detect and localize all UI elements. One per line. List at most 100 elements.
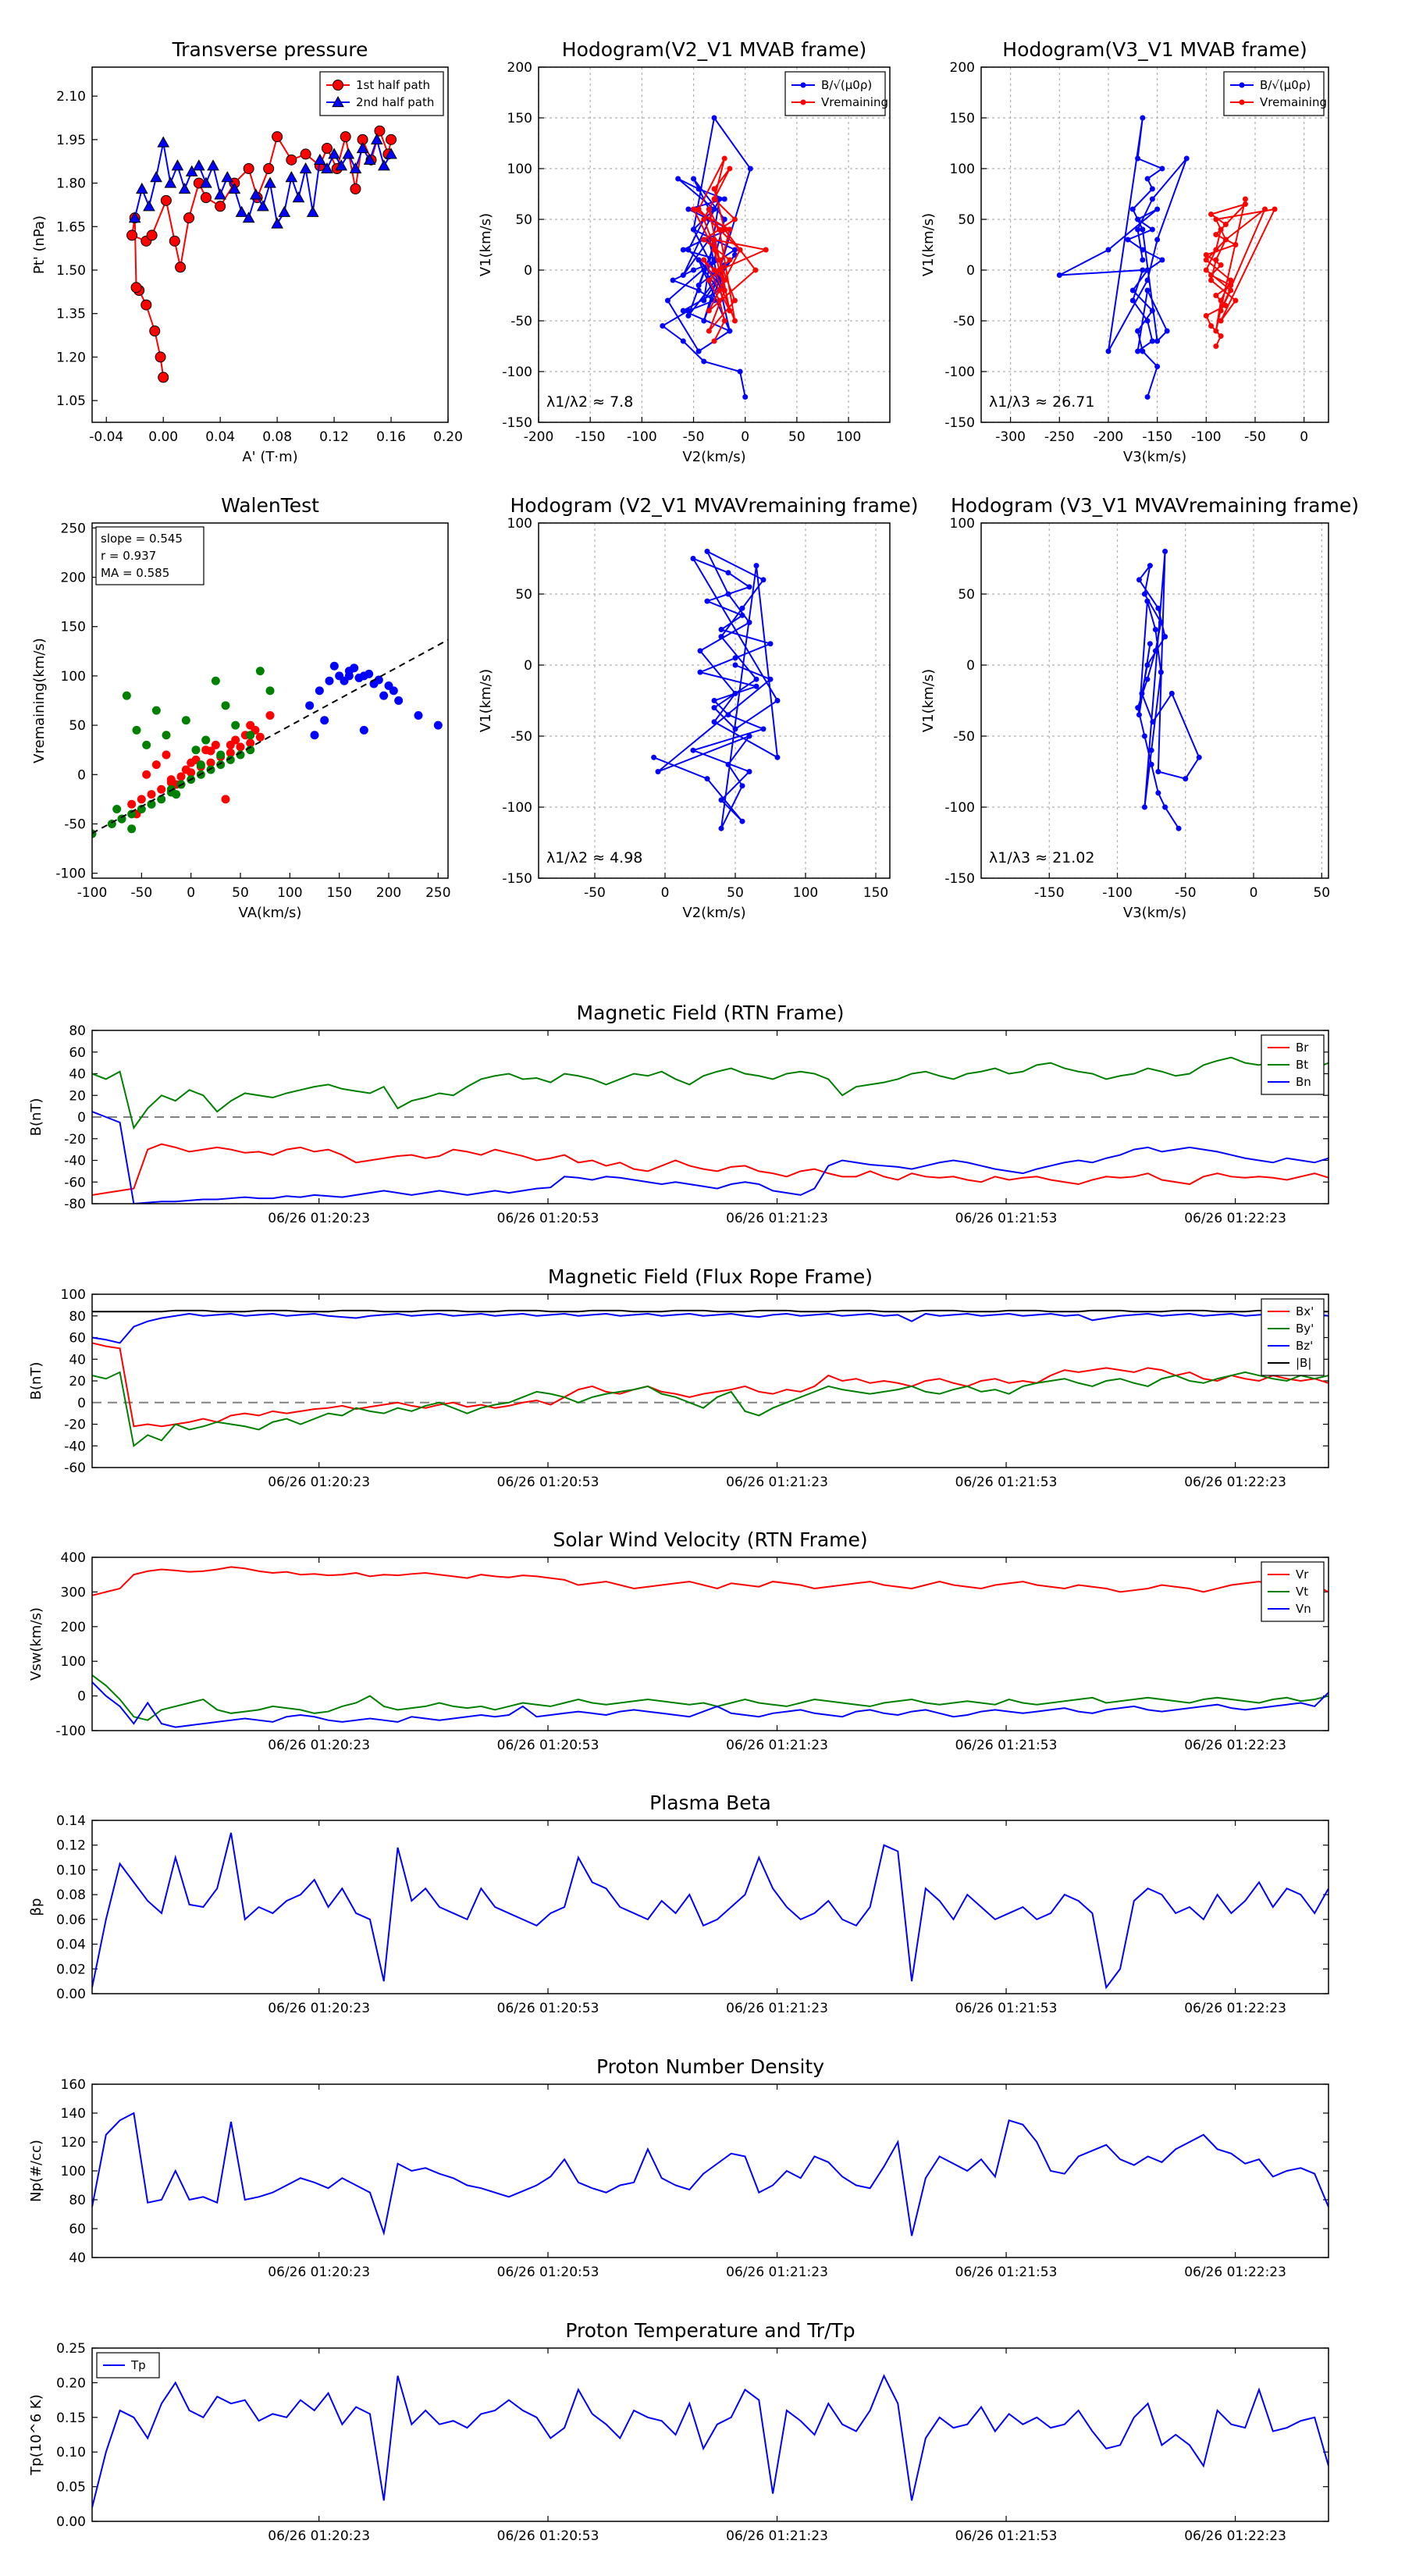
mag_fr-legend-box bbox=[1261, 1298, 1325, 1376]
h3-point bbox=[760, 726, 767, 732]
h4-point bbox=[1158, 619, 1164, 625]
mag_rtn-ylabel: B(nT) bbox=[28, 1098, 44, 1137]
h1-legend-box bbox=[784, 71, 886, 116]
mag_fr-legend: Bx' By' Bz' |B| bbox=[1261, 1298, 1325, 1376]
tp-legend-marker bbox=[333, 80, 343, 91]
walen-point bbox=[394, 696, 404, 705]
beta-frame bbox=[91, 1820, 1329, 1994]
h2-point bbox=[1228, 287, 1234, 294]
h4-point bbox=[1162, 548, 1168, 554]
h2-point bbox=[1208, 212, 1215, 217]
h4-point bbox=[1136, 712, 1142, 718]
vel-series-Vt bbox=[92, 1674, 1329, 1721]
h2-point bbox=[1154, 338, 1161, 344]
h2-xtick-label: 0 bbox=[1300, 429, 1308, 445]
h3-point bbox=[697, 669, 703, 675]
h3-point bbox=[732, 726, 738, 732]
mag_fr-ytick-label: -40 bbox=[64, 1439, 86, 1454]
h1-point bbox=[685, 247, 692, 253]
tp-point bbox=[155, 351, 166, 363]
h3-point bbox=[704, 776, 710, 782]
h4-point bbox=[1155, 605, 1161, 611]
h1-xtick-label: 50 bbox=[788, 429, 806, 445]
h2-point bbox=[1159, 165, 1165, 172]
h3-xlabel: V2(km/s) bbox=[682, 905, 745, 921]
vel-chart: -100 0 100 200 300 400 06/26 01:20:23 06/26 01:… bbox=[28, 1528, 1329, 1753]
walen-point bbox=[246, 738, 255, 748]
h2-point bbox=[1164, 328, 1170, 334]
h2-xtick-label: -50 bbox=[1244, 429, 1266, 445]
h4-point bbox=[1141, 591, 1147, 597]
h3-point bbox=[732, 690, 738, 696]
tp-ylabel: Pt' (nPa) bbox=[31, 215, 48, 274]
h3-xtick-label: 150 bbox=[863, 885, 888, 901]
h3-ytick-label: -100 bbox=[502, 800, 532, 816]
mag_fr-ylabel: B(nT) bbox=[28, 1362, 44, 1400]
np-xtick-label: 06/26 01:20:23 bbox=[268, 2265, 370, 2280]
walen-ytick-label: 100 bbox=[61, 669, 86, 685]
h4-point bbox=[1183, 776, 1189, 782]
walen-point bbox=[127, 824, 137, 834]
h1-point bbox=[680, 338, 686, 344]
tp-point bbox=[175, 262, 187, 273]
tp-point bbox=[356, 141, 369, 154]
h1-frame bbox=[538, 66, 891, 423]
h2-point bbox=[1144, 176, 1151, 182]
h3-xtick-label: 100 bbox=[793, 885, 818, 901]
h1-point bbox=[717, 287, 723, 294]
h3-xtick-label: -50 bbox=[584, 885, 606, 901]
mag_rtn-legend-label: Br bbox=[1296, 1041, 1309, 1055]
vel-xtick-label: 06/26 01:21:23 bbox=[726, 1738, 828, 1753]
walen-point bbox=[310, 731, 319, 740]
walen-point bbox=[325, 676, 334, 685]
h2-point bbox=[1129, 206, 1136, 212]
walen-frame bbox=[91, 522, 449, 879]
h1-xtick-label: -150 bbox=[575, 429, 606, 445]
h4-ylabel: V1(km/s) bbox=[920, 669, 937, 732]
walen-point bbox=[137, 795, 146, 804]
h4-xtick-label: 50 bbox=[1313, 885, 1330, 901]
h4-point bbox=[1152, 648, 1158, 654]
tp-point bbox=[215, 201, 226, 212]
h1-point bbox=[670, 277, 676, 283]
np-ytick-label: 160 bbox=[61, 2077, 86, 2093]
h1-point bbox=[706, 328, 712, 334]
walen-point bbox=[127, 799, 137, 809]
tp-point bbox=[200, 176, 212, 188]
h2-point bbox=[1135, 348, 1141, 354]
h2-point bbox=[1149, 226, 1155, 233]
tp-title: Transverse pressure bbox=[172, 38, 368, 61]
tp-point bbox=[278, 205, 291, 217]
h3-point bbox=[655, 769, 661, 774]
h2-point bbox=[1105, 247, 1112, 253]
mag_fr-ytick-label: 0 bbox=[77, 1396, 86, 1411]
walen-xtick-label: 150 bbox=[326, 885, 351, 901]
h1-point bbox=[701, 237, 707, 243]
h4-title: Hodogram (V3_V1 MVAVremaining frame) bbox=[951, 494, 1359, 517]
h2-point bbox=[1144, 277, 1151, 283]
mag_fr-ytick-label: 40 bbox=[69, 1352, 86, 1368]
vel-frame bbox=[91, 1557, 1329, 1731]
mag_rtn-xtick-label: 06/26 01:21:23 bbox=[726, 1211, 828, 1226]
h3-title: Hodogram (V2_V1 MVAVremaining frame) bbox=[510, 494, 919, 517]
walen-point bbox=[196, 760, 205, 770]
walen-point bbox=[320, 716, 329, 725]
h1-point bbox=[721, 196, 727, 202]
h2-point bbox=[1242, 196, 1248, 202]
walen-point bbox=[221, 701, 230, 710]
h2-series-line-0 bbox=[1058, 117, 1188, 397]
h3-point bbox=[746, 769, 752, 774]
np-ytick-label: 60 bbox=[69, 2222, 86, 2237]
walen-point bbox=[211, 740, 220, 749]
tp-point bbox=[183, 212, 195, 224]
h2-point bbox=[1154, 206, 1161, 212]
np-xtick-label: 06/26 01:21:53 bbox=[955, 2265, 1058, 2280]
walen-xtick-label: -50 bbox=[130, 885, 152, 901]
tp-point bbox=[207, 159, 219, 171]
walen-ytick-label: -50 bbox=[64, 817, 86, 832]
tp-point bbox=[292, 191, 305, 203]
h1-point bbox=[731, 318, 738, 324]
mag_fr-legend-label: Bz' bbox=[1296, 1339, 1313, 1353]
mag_rtn-ytick-label: -60 bbox=[64, 1175, 86, 1190]
walen-point bbox=[162, 731, 171, 740]
